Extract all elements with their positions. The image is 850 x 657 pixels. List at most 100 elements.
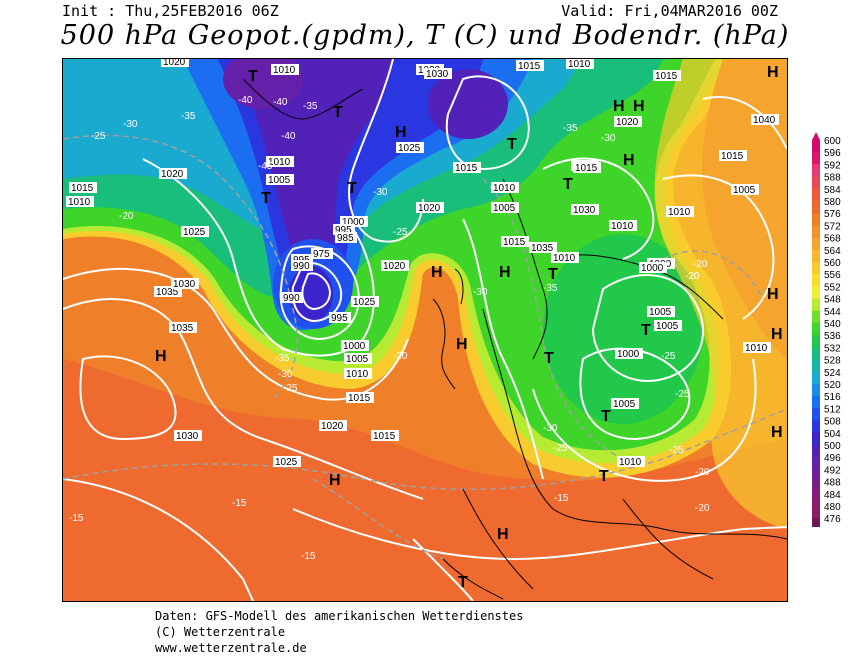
pressure-label-bg — [344, 368, 372, 379]
pressure-label: 995 — [335, 225, 352, 236]
field-east-green — [543, 234, 703, 424]
pressure-label-bg — [647, 306, 675, 317]
scale-label: 572 — [824, 221, 841, 232]
pressure-label-bg — [731, 184, 759, 195]
scale-swatch — [812, 298, 820, 312]
pressure-label: 1010 — [268, 157, 291, 168]
pressure-label-bg — [491, 202, 519, 213]
temperature-label: -20 — [393, 351, 408, 362]
high-pressure-marker: H — [431, 264, 443, 281]
pressure-label: 1010 — [273, 65, 296, 76]
scale-swatch — [812, 457, 820, 470]
high-pressure-marker: H — [155, 348, 167, 365]
color-scale-legend: 600 596 592 588 584 580 576 572 568 564 560 556 552 5… — [812, 132, 850, 527]
scale-swatch — [812, 335, 820, 348]
pressure-label: 1015 — [721, 151, 744, 162]
pressure-label: 1000 — [641, 263, 664, 274]
scale-swatch — [812, 371, 820, 385]
pressure-label-bg — [291, 260, 313, 271]
pressure-label: 1005 — [346, 354, 369, 365]
temperature-label: -30 — [473, 287, 488, 298]
pressure-label: 1010 — [611, 221, 634, 232]
temperature-label: -15 — [232, 498, 247, 509]
pressure-label: 1030 — [173, 279, 196, 290]
scale-swatch — [812, 445, 820, 458]
pressure-labels: 1020 1010 1030 1015 1010 1015 1020 1025 1015 1010… — [66, 59, 779, 468]
pressure-label-bg — [614, 116, 642, 127]
pressure-label: 1005 — [649, 307, 672, 318]
high-pressure-marker: H — [499, 264, 511, 281]
pressure-label-bg — [396, 142, 424, 153]
pressure-label-bg — [169, 322, 197, 333]
temperature-label: -30 — [601, 133, 616, 144]
temperature-label: -25 — [669, 445, 684, 456]
scale-label: 568 — [824, 234, 841, 245]
pressure-label: 1030 — [176, 431, 199, 442]
scale-label: 476 — [824, 514, 841, 525]
pressure-label-bg — [66, 196, 94, 207]
scale-swatch — [812, 432, 820, 446]
pressure-label: 1025 — [275, 457, 298, 468]
scale-swatch — [812, 310, 820, 324]
footer-website: www.wetterzentrale.de — [155, 641, 307, 655]
scale-swatch — [812, 347, 820, 361]
pressure-label: 975 — [313, 249, 330, 260]
pressure-label-bg — [501, 236, 529, 247]
pressure-label-bg — [654, 320, 682, 331]
low-pressure-marker: T — [599, 468, 609, 485]
pressure-label-bg — [453, 162, 481, 173]
low-pressure-marker: T — [347, 180, 357, 197]
temperature-label: -20 — [119, 211, 134, 222]
pressure-label-bg — [159, 168, 187, 179]
pressure-label-bg — [291, 254, 313, 265]
scale-swatch — [812, 481, 820, 495]
pressure-label: 1015 — [518, 61, 541, 72]
pressure-label: 995 — [331, 313, 348, 324]
high-pressure-marker: H — [771, 424, 783, 441]
high-pressure-marker: H — [767, 64, 779, 81]
valid-time: Valid: Fri,04MAR2016 00Z — [561, 2, 778, 20]
scale-swatch — [812, 359, 820, 373]
scale-swatch — [812, 249, 820, 263]
temperature-label: -25 — [283, 383, 298, 394]
scale-swatch — [812, 396, 820, 409]
scale-swatch — [812, 201, 820, 214]
isobars — [63, 59, 787, 601]
pressure-label: 1000 — [343, 341, 366, 352]
scale-label: 544 — [824, 307, 841, 318]
scale-swatch — [812, 408, 820, 422]
temperature-label: -25 — [675, 389, 690, 400]
high-pressure-marker: H — [497, 526, 509, 543]
pressure-label-bg — [351, 296, 379, 307]
pressure-label: 1010 — [568, 59, 591, 70]
scale-label: 548 — [824, 295, 841, 306]
pressure-label-bg — [266, 174, 294, 185]
scale-label: 580 — [824, 197, 841, 208]
pressure-label: 1025 — [353, 297, 376, 308]
pressure-label-bg — [333, 224, 355, 235]
scale-swatch — [812, 140, 820, 153]
temperature-label: -30 — [373, 187, 388, 198]
scale-label: 500 — [824, 441, 841, 452]
pressure-label-bg — [174, 430, 202, 441]
temperature-label: -25 — [393, 227, 408, 238]
temperature-label: -20 — [695, 503, 710, 514]
scale-label: 560 — [824, 258, 841, 269]
scale-label: 596 — [824, 148, 841, 159]
scale-label: 576 — [824, 209, 841, 220]
pressure-label: 1010 — [68, 197, 91, 208]
pressure-label: 1015 — [348, 393, 371, 404]
pressure-label: 1025 — [398, 143, 421, 154]
pressure-label: 1035 — [156, 287, 179, 298]
pressure-label: 1010 — [668, 207, 691, 218]
pressure-label-bg — [639, 262, 667, 273]
pressure-label: 1030 — [426, 69, 449, 80]
pressure-label: 1020 — [383, 261, 406, 272]
pressure-label: 1020 — [321, 421, 344, 432]
low-pressure-marker: T — [641, 322, 651, 339]
pressure-label-bg — [181, 226, 209, 237]
scale-label: 584 — [824, 185, 841, 196]
temperature-label: -35 — [303, 101, 318, 112]
temperature-label: -20 — [685, 271, 700, 282]
scale-swatch — [812, 237, 820, 251]
